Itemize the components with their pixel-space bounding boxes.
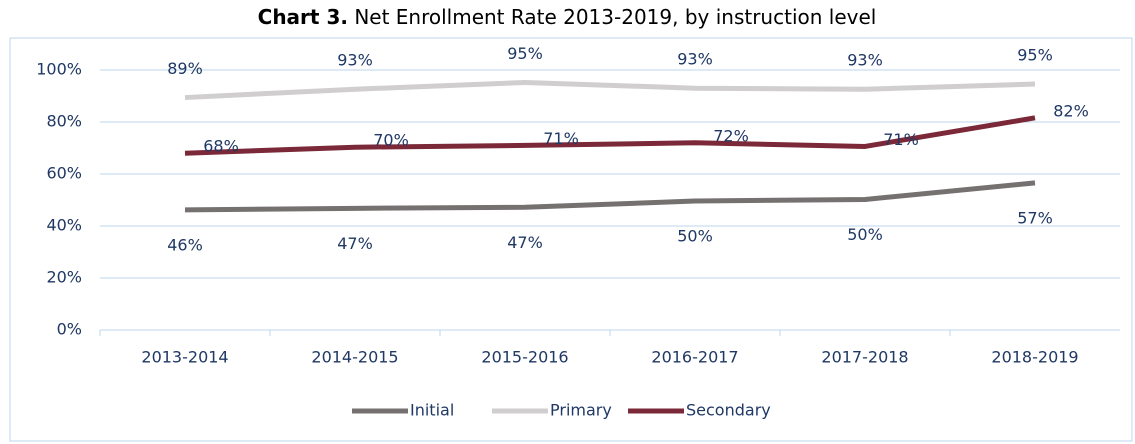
chart-title-group: Chart 3. Net Enrollment Rate 2013-2019, … bbox=[258, 5, 877, 29]
data-label: 50% bbox=[847, 225, 883, 244]
legend-label: Primary bbox=[550, 401, 612, 420]
y-tick-label: 40% bbox=[46, 216, 82, 235]
y-tick-label: 100% bbox=[36, 60, 82, 79]
data-label: 57% bbox=[1017, 208, 1053, 227]
data-label: 95% bbox=[507, 44, 543, 63]
x-tick-label: 2018-2019 bbox=[991, 348, 1078, 367]
series-line bbox=[184, 79, 1036, 101]
x-tick-label: 2016-2017 bbox=[651, 348, 738, 367]
data-label: 46% bbox=[167, 235, 203, 254]
data-label: 93% bbox=[677, 50, 713, 69]
data-label: 93% bbox=[337, 51, 373, 70]
y-tick-label: 20% bbox=[46, 268, 82, 287]
data-label: 82% bbox=[1053, 101, 1089, 120]
chart-title-label: Chart 3. bbox=[258, 5, 348, 29]
data-label: 68% bbox=[203, 137, 239, 156]
x-tick-label: 2017-2018 bbox=[821, 348, 908, 367]
y-tick-label: 80% bbox=[46, 112, 82, 131]
data-label: 47% bbox=[337, 234, 373, 253]
y-tick-label: 0% bbox=[57, 320, 82, 339]
data-label: 95% bbox=[1017, 46, 1053, 65]
data-label: 50% bbox=[677, 227, 713, 246]
data-label: 70% bbox=[373, 131, 409, 150]
x-tick-label: 2014-2015 bbox=[311, 348, 398, 367]
data-label: 89% bbox=[167, 59, 203, 78]
chart-title: Net Enrollment Rate 2013-2019, by instru… bbox=[354, 5, 876, 29]
data-label: 93% bbox=[847, 51, 883, 70]
x-tick-label: 2013-2014 bbox=[141, 348, 228, 367]
chart-border bbox=[9, 37, 1133, 442]
legend-label: Secondary bbox=[686, 401, 771, 420]
series-line bbox=[184, 115, 1036, 156]
y-tick-label: 60% bbox=[46, 164, 82, 183]
series-line bbox=[184, 180, 1036, 213]
data-label: 71% bbox=[543, 129, 579, 148]
legend-label: Initial bbox=[410, 401, 454, 420]
x-tick-label: 2015-2016 bbox=[481, 348, 568, 367]
data-label: 72% bbox=[713, 126, 749, 145]
data-label: 71% bbox=[883, 130, 919, 149]
data-label: 47% bbox=[507, 233, 543, 252]
